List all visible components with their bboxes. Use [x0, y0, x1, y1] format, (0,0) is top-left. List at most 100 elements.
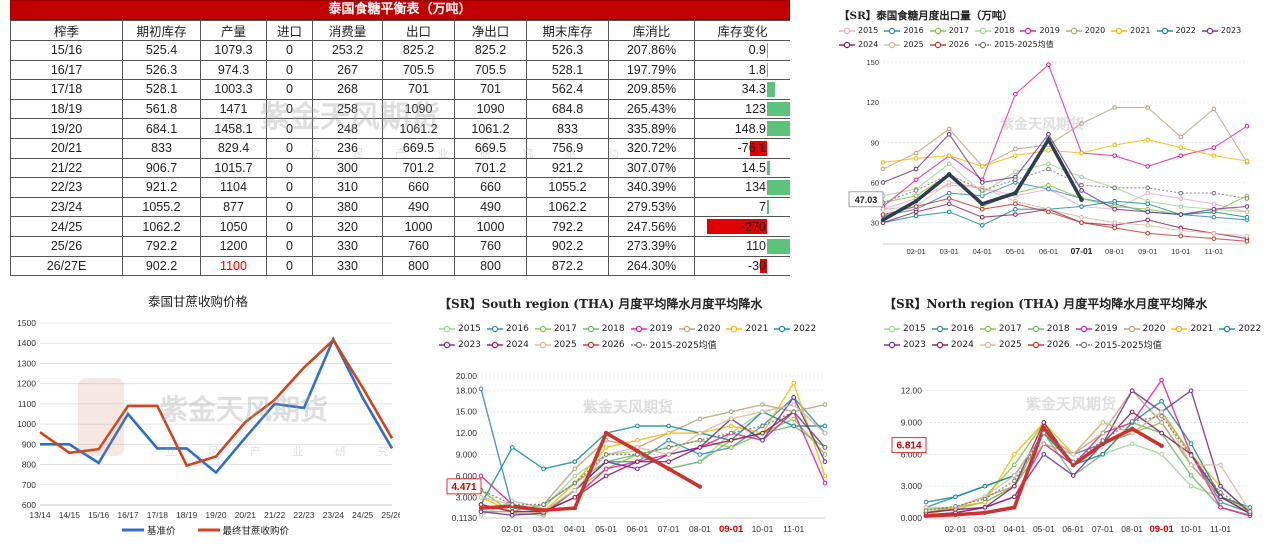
- table-cell: 209.85%: [608, 79, 695, 100]
- table-cell: 279.53%: [608, 196, 695, 218]
- x-tick-label: 07-01: [1071, 246, 1093, 256]
- data-point: [666, 466, 671, 472]
- series-line: [882, 139, 1248, 167]
- legend-swatch: [979, 341, 996, 348]
- data-point: [728, 445, 734, 450]
- legend-label: 2025: [903, 40, 924, 49]
- data-point: [980, 201, 985, 207]
- data-point: [946, 196, 952, 201]
- series-line: [926, 410, 1251, 512]
- table-title: 泰国食糖平衡表（万吨）: [10, 0, 790, 20]
- column-header: 期末库存: [526, 20, 609, 41]
- export-chart-legend: 2015 2016 2017 2018 2019 2020 2021 2022 2023 2024…: [839, 26, 1259, 50]
- legend-label: 2015-2025均值: [649, 341, 717, 351]
- table-cell: 0: [266, 59, 313, 81]
- legend-swatch: [630, 325, 647, 333]
- series-2025: [923, 409, 1253, 514]
- data-point: [880, 166, 886, 172]
- data-point: [666, 459, 671, 464]
- data-point: [1013, 153, 1018, 158]
- north-chart-legend: 2015 2016 2017 2018 2019 2020 2021 2022 2023 2024…: [884, 324, 1274, 351]
- data-point: [913, 198, 919, 204]
- data-point: [822, 473, 828, 479]
- data-point: [666, 445, 671, 450]
- table-cell: -76.1: [694, 137, 790, 159]
- series-line: [882, 173, 1248, 216]
- y-tick-label: 1000: [17, 419, 36, 429]
- legend-swatch: [931, 341, 948, 348]
- callout-label: 6.814: [891, 437, 927, 454]
- data-point: [1129, 426, 1135, 432]
- table-cell: 1061.2: [454, 118, 527, 139]
- data-point: [1046, 137, 1051, 142]
- table-cell: 701: [454, 79, 527, 100]
- x-tick-label: 13/14: [29, 510, 51, 520]
- table-cell: 669.5: [382, 137, 455, 159]
- data-point: [697, 484, 703, 489]
- y-tick-label: 60: [871, 178, 879, 187]
- data-point: [1159, 452, 1164, 457]
- legend-item: 2022: [774, 324, 816, 334]
- y-tick-label: 12.00: [456, 428, 478, 438]
- legend-swatch: [439, 341, 455, 348]
- table-cell: 110: [694, 235, 790, 257]
- legend-label: 2015: [858, 26, 879, 35]
- data-point: [572, 495, 578, 500]
- y-tick-label: 150: [866, 58, 879, 67]
- data-point: [635, 448, 640, 454]
- y-tick-label: 0.1130: [452, 513, 478, 523]
- legend-label: 2025: [998, 339, 1022, 350]
- data-point: [478, 505, 484, 511]
- legend-item: 2015: [839, 26, 878, 35]
- table-cell: 340.39%: [608, 177, 695, 198]
- data-point: [1013, 91, 1018, 97]
- legend-swatch: [1075, 325, 1092, 333]
- data-point: [822, 452, 828, 457]
- x-tick-label: 25/26: [381, 510, 400, 520]
- legend-swatch: [122, 528, 144, 532]
- data-point: [982, 505, 988, 510]
- data-point: [697, 430, 703, 436]
- data-point: [1188, 483, 1194, 489]
- series-line: [480, 381, 826, 513]
- series-最终甘蔗收购价: [39, 338, 394, 468]
- legend-swatch: [884, 341, 900, 348]
- data-point: [1100, 430, 1106, 436]
- legend-swatch: [929, 27, 946, 34]
- data-point: [822, 459, 828, 464]
- table-cell: 1062.2: [526, 196, 609, 218]
- data-point: [1211, 236, 1217, 241]
- table-cell: 26/27E: [10, 255, 123, 276]
- legend-swatch: [1156, 27, 1173, 34]
- data-point: [946, 180, 952, 185]
- data-point: [1041, 425, 1047, 430]
- data-point: [1145, 230, 1151, 236]
- series-line: [925, 424, 1163, 518]
- stock-change-bar: [767, 121, 790, 136]
- y-tick-label: 1300: [17, 358, 36, 368]
- legend-swatch: [975, 27, 992, 34]
- x-tick-label: 09-01: [1138, 247, 1157, 256]
- stock-change-bar: [767, 238, 790, 254]
- legend-swatch: [726, 325, 743, 333]
- x-tick-label: 08-01: [689, 524, 711, 534]
- y-tick-label: 30: [871, 219, 879, 228]
- legend-label: 2018: [1046, 324, 1070, 334]
- legend-swatch: [884, 41, 901, 48]
- data-point: [1188, 473, 1194, 478]
- table-cell: 0: [266, 255, 313, 276]
- stock-change-value: 148.9: [734, 121, 766, 136]
- legend-swatch: [975, 41, 992, 48]
- table-cell: 20/21: [10, 137, 123, 159]
- x-tick-label: 06-01: [1062, 524, 1084, 534]
- data-point: [478, 509, 484, 514]
- legend-label: 2022: [1238, 324, 1262, 334]
- legend-label: 2017: [998, 324, 1022, 334]
- data-point: [1211, 190, 1217, 196]
- table-cell: 0: [266, 196, 313, 218]
- data-point: [666, 452, 671, 457]
- table-row: 25/26 792.2 1200 0 330 760 760 902.2 273.39% 110: [10, 235, 790, 257]
- data-point: [1041, 452, 1047, 457]
- data-point: [1145, 164, 1151, 169]
- data-point: [1112, 142, 1117, 148]
